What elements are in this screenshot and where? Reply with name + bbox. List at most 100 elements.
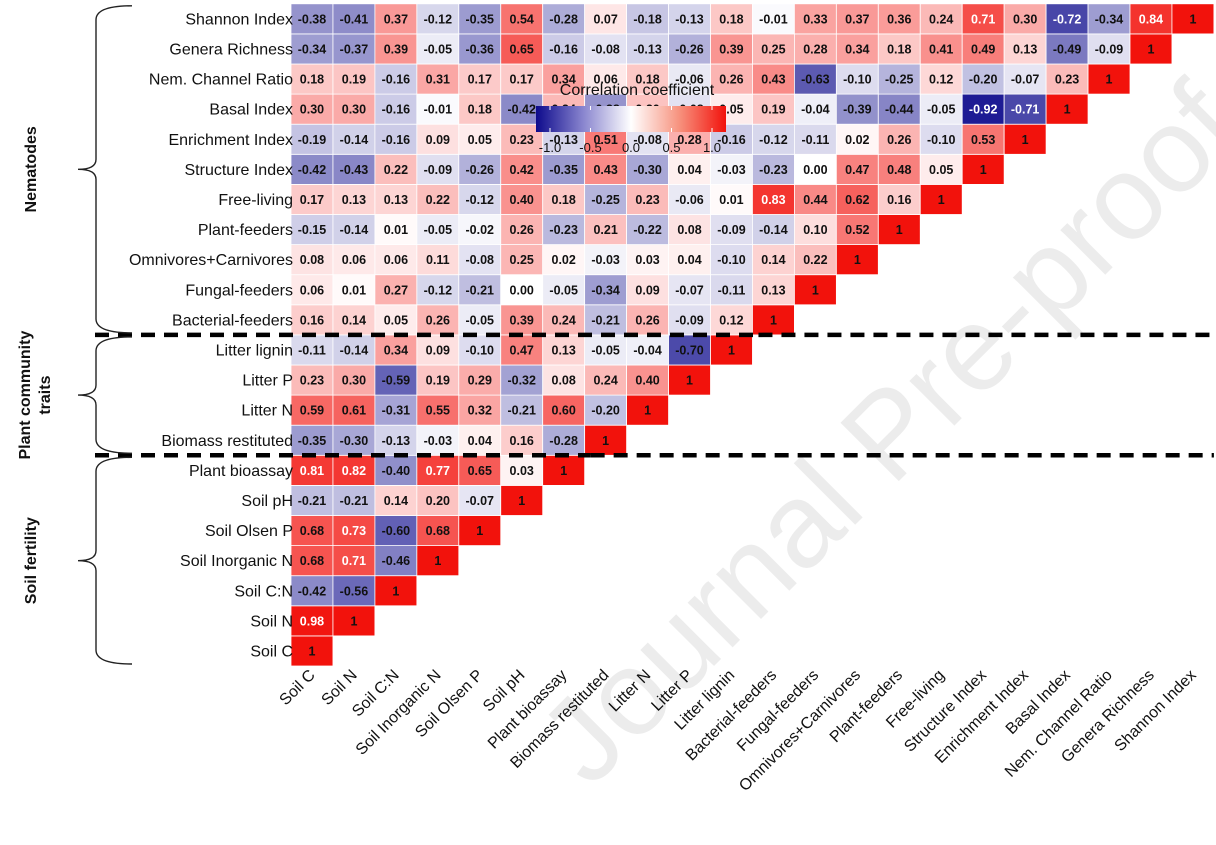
heatmap-cell — [374, 93, 418, 125]
cell-value-label: 0.83 — [761, 193, 785, 207]
heatmap-cell — [668, 214, 711, 246]
cell-value-label: -0.34 — [591, 283, 620, 297]
heatmap-cell — [752, 214, 795, 246]
cell-value-label: 0.01 — [719, 193, 743, 207]
cell-value-label: 0.04 — [677, 163, 701, 177]
cell-value-label: 0.26 — [510, 223, 534, 237]
heatmap-cell — [584, 244, 628, 276]
cell-value-label: -0.72 — [1053, 12, 1082, 26]
heatmap-cell — [416, 334, 460, 366]
heatmap-cell — [835, 3, 879, 35]
cell-value-label: 0.08 — [300, 253, 324, 267]
cell-value-label: 0.47 — [510, 343, 534, 357]
cell-value-label: -0.03 — [717, 163, 746, 177]
cell-value-label: 0.51 — [593, 133, 617, 147]
cell-value-label: 0.17 — [510, 73, 534, 87]
cell-value-label: 0.03 — [510, 464, 534, 478]
cell-value-label: 0.34 — [845, 42, 869, 56]
heatmap-cell — [332, 484, 376, 516]
cell-value-label: 0.19 — [761, 103, 785, 117]
cell-value-label: 1 — [686, 374, 693, 388]
row-label-plant-feeders: Plant-feeders — [198, 222, 293, 239]
heatmap-cell — [290, 484, 334, 516]
cell-value-label: 1 — [1189, 12, 1196, 26]
heatmap-cell — [542, 394, 586, 426]
heatmap-cell — [752, 33, 795, 65]
cell-value-label: -0.15 — [298, 223, 327, 237]
cell-value-label: -0.01 — [759, 12, 788, 26]
heatmap-cells: 1 0.98 1 -0.42 -0.56 1 0.68 0.71 -0.46 1 0.68 0.73 -… — [290, 3, 1215, 667]
cell-value-label: 1 — [560, 464, 567, 478]
cell-value-label: 0.13 — [384, 193, 408, 207]
legend-tick-label: 0.5 — [662, 140, 680, 155]
cell-value-label: -0.30 — [340, 434, 369, 448]
heatmap-cell — [668, 274, 711, 306]
heatmap-cell — [584, 214, 628, 246]
heatmap-cell — [877, 63, 921, 95]
cell-value-label: -0.46 — [382, 554, 411, 568]
cell-value-label: -0.60 — [382, 524, 411, 538]
heatmap-cell — [668, 153, 711, 185]
row-label-free-living: Free-living — [218, 192, 293, 209]
row-label-litter-n: Litter N — [241, 403, 293, 420]
cell-value-label: 0.30 — [342, 103, 366, 117]
cell-value-label: -0.14 — [340, 343, 369, 357]
heatmap-cell — [500, 3, 544, 35]
cell-value-label: 0.16 — [887, 193, 911, 207]
cell-value-label: 0.98 — [300, 614, 324, 628]
cell-value-label: -0.31 — [382, 404, 411, 418]
cell-value-label: 0.14 — [342, 313, 366, 327]
cell-value-label: -0.01 — [424, 103, 453, 117]
cell-value-label: -0.04 — [633, 343, 662, 357]
heatmap-cell — [500, 454, 544, 486]
cell-value-label: -0.35 — [549, 163, 578, 177]
cell-value-label: -0.07 — [675, 283, 704, 297]
cell-value-label: -0.12 — [759, 133, 788, 147]
cell-value-label: -0.05 — [591, 343, 620, 357]
heatmap-cell — [542, 63, 586, 95]
cell-value-label: -0.10 — [927, 133, 956, 147]
heatmap-cell — [961, 3, 1005, 35]
cell-value-label: 0.22 — [426, 193, 450, 207]
heatmap-cell — [500, 424, 544, 456]
cell-value-label: 0.21 — [593, 223, 617, 237]
cell-value-label: 0.26 — [719, 73, 743, 87]
heatmap-cell — [416, 515, 460, 547]
heatmap-cell — [584, 274, 628, 306]
cell-value-label: 0.08 — [677, 223, 701, 237]
cell-value-label: -0.42 — [507, 103, 536, 117]
heatmap-cell — [500, 244, 544, 276]
heatmap-cell — [416, 3, 460, 35]
heatmap-cell — [458, 123, 502, 155]
cell-value-label: -0.07 — [466, 494, 495, 508]
heatmap-cell — [877, 33, 921, 65]
heatmap-cell — [290, 123, 334, 155]
heatmap-cell — [374, 214, 418, 246]
heatmap-cell — [877, 3, 921, 35]
heatmap-cell — [542, 153, 586, 185]
cell-value-label: 0.22 — [803, 253, 827, 267]
heatmap-cell — [458, 454, 502, 486]
cell-value-label: -0.08 — [633, 133, 662, 147]
cell-value-label: 1 — [644, 404, 651, 418]
row-label-nem-channel-ratio: Nem. Channel Ratio — [149, 72, 293, 89]
cell-value-label: -0.13 — [633, 42, 662, 56]
cell-value-label: 1 — [392, 584, 399, 598]
cell-value-label: 0.17 — [300, 193, 324, 207]
cell-value-label: 0.28 — [677, 133, 701, 147]
heatmap-cell — [458, 33, 502, 65]
heatmap-cell — [332, 3, 376, 35]
heatmap-cell — [374, 153, 418, 185]
cell-value-label: -0.34 — [298, 42, 327, 56]
cell-value-label: -0.06 — [675, 73, 704, 87]
cell-value-label: -0.19 — [298, 133, 327, 147]
heatmap-cell — [1129, 3, 1173, 35]
cell-value-label: 0.39 — [510, 313, 534, 327]
cell-value-label: -0.59 — [382, 374, 411, 388]
cell-value-label: 0.30 — [342, 374, 366, 388]
legend-colorbar — [536, 106, 726, 132]
cell-value-label: -0.14 — [340, 133, 369, 147]
cell-value-label: 0.08 — [552, 374, 576, 388]
cell-value-label: 0.43 — [593, 163, 617, 177]
row-label-genera-richness: Genera Richness — [169, 41, 293, 58]
